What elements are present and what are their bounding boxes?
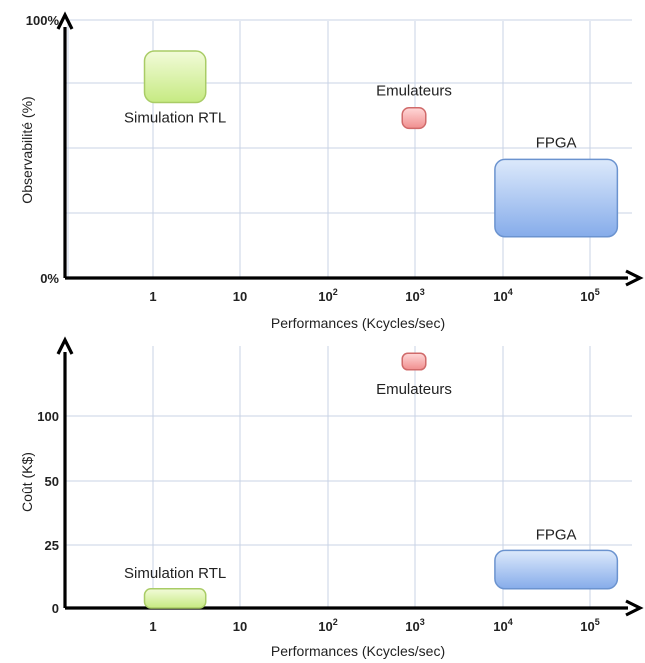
x-tick-label: 1 — [149, 289, 156, 304]
region-simulation-rtl — [143, 588, 207, 609]
x-tick-label: 105 — [580, 617, 599, 634]
region-label: Emulateurs — [376, 381, 452, 398]
y-tick-label: 25 — [45, 538, 59, 553]
x-tick-label: 102 — [318, 287, 337, 304]
x-tick-label: 105 — [580, 287, 599, 304]
region-label: FPGA — [536, 134, 577, 151]
region-fpga — [494, 158, 619, 238]
region-fpga — [494, 549, 619, 590]
y-axis-label: Coût (K$) — [19, 452, 35, 512]
y-axis-label: Observabilité (%) — [19, 96, 35, 203]
y-tick-label: 0% — [40, 271, 59, 286]
region-label: Emulateurs — [376, 83, 452, 100]
y-axis-arrow — [56, 336, 74, 355]
region-label: Simulation RTL — [124, 565, 226, 582]
y-tick-label: 100% — [26, 13, 60, 28]
x-axis-label: Performances (Kcycles/sec) — [271, 643, 445, 659]
x-axis-arrow — [625, 269, 644, 287]
y-tick-label: 100 — [37, 409, 59, 424]
x-axis-label: Performances (Kcycles/sec) — [271, 315, 445, 331]
region-label: FPGA — [536, 526, 577, 543]
x-tick-label: 103 — [405, 617, 424, 634]
chart-panel-1: 1 10 102 103 104 105 0% 100% Performances (Kcycl… — [19, 11, 644, 331]
y-axis-arrow — [56, 11, 74, 30]
region-simulation-rtl — [143, 50, 207, 104]
x-tick-label: 103 — [405, 287, 424, 304]
x-axis-arrow — [625, 599, 644, 617]
region-emulateurs — [401, 106, 427, 130]
y-tick-label: 0 — [52, 601, 59, 616]
x-tick-label: 1 — [149, 619, 156, 634]
chart-panel-2: 1 10 102 103 104 105 0 25 50 100 Performances (Kcy… — [19, 336, 644, 659]
x-tick-label: 102 — [318, 617, 337, 634]
region-emulateurs — [401, 352, 427, 371]
x-tick-label: 10 — [233, 619, 247, 634]
y-tick-label: 50 — [45, 474, 59, 489]
x-tick-label: 104 — [493, 287, 512, 304]
x-tick-label: 104 — [493, 617, 512, 634]
region-label: Simulation RTL — [124, 110, 226, 127]
x-tick-label: 10 — [233, 289, 247, 304]
